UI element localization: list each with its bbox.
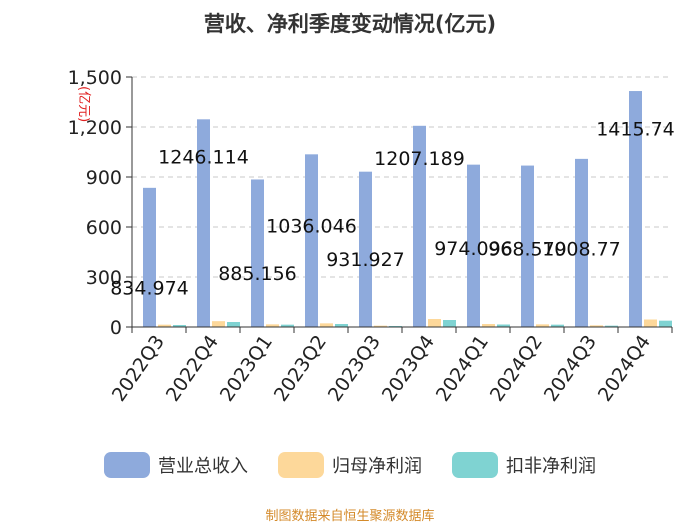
net-profit-bar bbox=[644, 319, 657, 327]
x-tick-label: 2022Q3 bbox=[108, 331, 169, 405]
deducted-profit-bar bbox=[227, 322, 240, 327]
legend-item-revenue[interactable]: 营业总收入 bbox=[104, 452, 248, 478]
x-tick-label: 2024Q4 bbox=[594, 331, 655, 405]
revenue-bar bbox=[413, 125, 426, 327]
net-profit-bar bbox=[374, 325, 387, 327]
legend-label-deducted-profit: 扣非净利润 bbox=[506, 456, 596, 477]
net-profit-bar bbox=[428, 319, 441, 327]
x-tick-label: 2023Q4 bbox=[378, 331, 439, 405]
y-tick-label: 1,200 bbox=[68, 117, 122, 139]
legend-item-net-profit[interactable]: 归母净利润 bbox=[278, 452, 422, 478]
y-tick-label: 900 bbox=[86, 167, 122, 189]
legend-item-deducted-profit[interactable]: 扣非净利润 bbox=[452, 452, 596, 478]
net-profit-bar bbox=[212, 321, 225, 327]
data-label: 931.927 bbox=[326, 249, 405, 271]
revenue-bar bbox=[305, 154, 318, 327]
x-tick-label: 2023Q3 bbox=[324, 331, 385, 405]
legend-swatch-deducted-profit bbox=[452, 452, 498, 478]
revenue-bar bbox=[467, 164, 480, 327]
revenue-bar bbox=[197, 119, 210, 327]
y-tick-label: 600 bbox=[86, 217, 122, 239]
legend-label-revenue: 营业总收入 bbox=[158, 456, 248, 477]
data-label: 885.156 bbox=[218, 263, 297, 285]
y-tick-label: 300 bbox=[86, 267, 122, 289]
x-tick-label: 2023Q1 bbox=[216, 331, 277, 405]
net-profit-bar bbox=[158, 324, 171, 327]
revenue-bar bbox=[521, 165, 534, 327]
revenue-bar bbox=[359, 171, 372, 327]
data-label: 1008.77 bbox=[542, 238, 621, 260]
data-label: 968.579 bbox=[488, 238, 567, 260]
deducted-profit-bar bbox=[551, 324, 564, 327]
net-profit-bar bbox=[266, 324, 279, 327]
y-tick-label: 1,500 bbox=[68, 67, 122, 89]
bars bbox=[143, 91, 672, 327]
net-profit-bar bbox=[536, 324, 549, 327]
data-label: 834.974 bbox=[110, 277, 189, 299]
deducted-profit-bar bbox=[335, 324, 348, 327]
data-label: 1207.189 bbox=[374, 148, 465, 170]
net-profit-bar bbox=[320, 323, 333, 327]
x-tick-label: 2023Q2 bbox=[270, 331, 331, 405]
data-label: 1036.046 bbox=[266, 215, 357, 237]
net-profit-bar bbox=[482, 324, 495, 327]
bar-chart: 03006009001,2001,500(亿元)2022Q32022Q42023… bbox=[68, 67, 675, 406]
source-note: 制图数据来自恒生聚源数据库 bbox=[265, 509, 435, 524]
revenue-bar bbox=[251, 179, 264, 327]
x-tick-label: 2024Q1 bbox=[432, 331, 493, 405]
legend-label-net-profit: 归母净利润 bbox=[332, 456, 422, 477]
revenue-bar bbox=[143, 187, 156, 327]
net-profit-bar bbox=[590, 325, 603, 327]
data-label: 974.096 bbox=[434, 238, 513, 260]
deducted-profit-bar bbox=[659, 320, 672, 327]
deducted-profit-bar bbox=[173, 325, 186, 327]
data-labels: 834.974 1246.114 885.156 1036.046 931.927 120… bbox=[110, 118, 675, 299]
deducted-profit-bar bbox=[605, 325, 618, 327]
data-label: 1246.114 bbox=[158, 147, 249, 169]
legend-swatch-revenue bbox=[104, 452, 150, 478]
y-axis-label: (亿元) bbox=[76, 86, 91, 122]
y-tick-label: 0 bbox=[110, 317, 122, 339]
data-label: 1415.74 bbox=[596, 118, 675, 140]
deducted-profit-bar bbox=[281, 324, 294, 327]
deducted-profit-bar bbox=[497, 324, 510, 327]
x-tick-label: 2024Q3 bbox=[540, 331, 601, 405]
revenue-bar bbox=[575, 158, 588, 327]
legend-swatch-net-profit bbox=[278, 452, 324, 478]
revenue-bar bbox=[629, 91, 642, 327]
x-tick-label: 2022Q4 bbox=[162, 331, 223, 405]
chart-title: 营收、净利季度变动情况(亿元) bbox=[203, 12, 497, 36]
deducted-profit-bar bbox=[443, 320, 456, 327]
x-tick-label: 2024Q2 bbox=[486, 331, 547, 405]
legend: 营业总收入 归母净利润 扣非净利润 bbox=[0, 452, 700, 478]
